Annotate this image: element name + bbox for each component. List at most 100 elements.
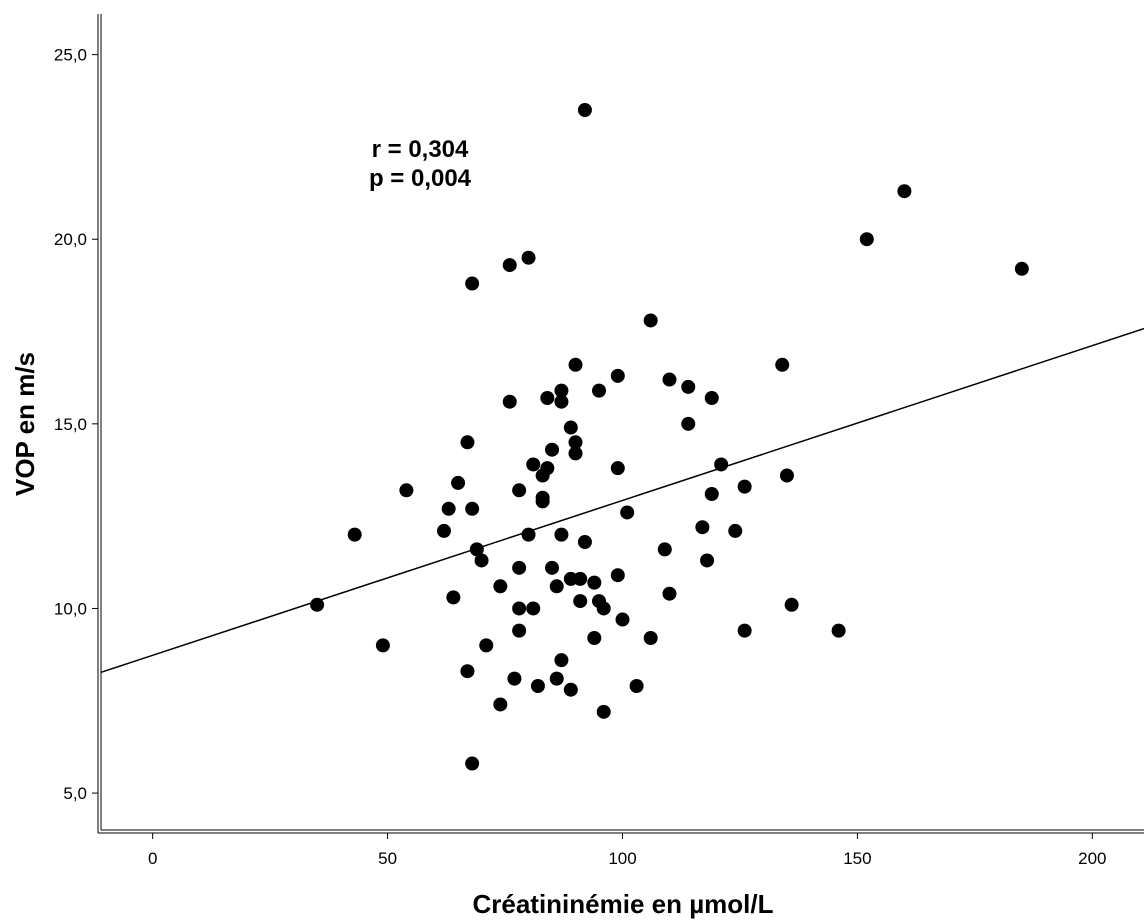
data-point (587, 631, 602, 645)
data-point (643, 313, 658, 328)
data-point (460, 664, 475, 679)
data-point (592, 383, 607, 398)
data-point (554, 653, 569, 668)
data-point (451, 475, 466, 490)
regression-line-group (100, 327, 1144, 674)
y-tick-label: 25,0 (54, 46, 87, 65)
data-point (897, 184, 912, 199)
data-point (465, 756, 480, 771)
data-point (629, 679, 644, 693)
data-point (512, 483, 527, 498)
data-point (704, 487, 719, 501)
data-point (737, 479, 752, 494)
data-point (577, 535, 592, 549)
annotation-p: p = 0,004 (369, 165, 472, 192)
data-point (831, 623, 846, 638)
data-point (573, 571, 588, 586)
data-point (512, 623, 527, 638)
data-point (554, 394, 569, 409)
data-point (549, 579, 564, 594)
data-point (540, 391, 555, 405)
data-point (779, 468, 794, 483)
data-point (521, 527, 536, 542)
data-point (347, 527, 362, 542)
data-point (737, 623, 752, 638)
data-point (596, 704, 611, 719)
data-point (502, 394, 517, 409)
data-point (493, 697, 508, 712)
regression-line (100, 327, 1144, 674)
data-point (610, 568, 625, 583)
data-point (502, 258, 517, 273)
data-point (493, 579, 508, 594)
data-point (657, 542, 672, 557)
data-point (728, 523, 743, 538)
y-axis: 5,0 10,0 15,0 20,0 25,0 (54, 14, 102, 833)
y-tick-label: 15,0 (54, 415, 87, 434)
x-tick-label: 100 (608, 849, 636, 868)
x-tick-label: 150 (843, 849, 871, 868)
data-point (704, 391, 719, 405)
data-point (784, 597, 799, 612)
annotation-r: r = 0,304 (372, 136, 469, 163)
x-axis-title: Créatininémie en µmol/L (472, 889, 773, 919)
data-point (521, 250, 536, 265)
y-tick-label: 5,0 (63, 784, 87, 803)
data-point (465, 501, 480, 516)
data-point (563, 420, 578, 435)
data-point (859, 232, 874, 247)
x-tick-label: 50 (378, 849, 397, 868)
data-point (535, 494, 550, 509)
data-point (554, 383, 569, 398)
data-point (399, 483, 414, 498)
y-tick-label: 10,0 (54, 599, 87, 618)
data-point (554, 527, 569, 542)
data-point (662, 586, 677, 601)
data-point (474, 553, 489, 568)
data-point (681, 416, 696, 431)
x-tick-label: 0 (148, 849, 157, 868)
data-point (545, 442, 560, 457)
data-point (469, 542, 484, 557)
data-point (310, 597, 325, 612)
y-tick-label: 20,0 (54, 230, 87, 249)
y-axis-title: VOP en m/s (10, 352, 40, 496)
data-point (375, 638, 390, 653)
data-point (615, 612, 630, 627)
data-point (465, 276, 480, 291)
data-point (643, 631, 658, 645)
data-point (526, 457, 541, 472)
x-tick-label: 200 (1078, 849, 1106, 868)
data-point (446, 590, 461, 605)
data-point (512, 601, 527, 616)
data-point (700, 553, 715, 568)
data-point (545, 560, 560, 575)
data-point (577, 103, 592, 117)
data-point (568, 435, 583, 450)
x-axis: 0 50 100 150 200 (98, 829, 1144, 868)
data-point (568, 446, 583, 461)
data-point (563, 682, 578, 697)
data-point (568, 357, 583, 372)
data-point (620, 505, 635, 520)
data-point (610, 368, 625, 383)
data-point (512, 560, 527, 575)
data-point (681, 379, 696, 394)
data-point (1014, 261, 1029, 276)
data-point (540, 461, 555, 476)
data-point (530, 679, 545, 693)
data-point (549, 671, 564, 686)
data-point (573, 594, 588, 609)
data-point (507, 671, 522, 686)
data-point (695, 520, 710, 535)
data-point (587, 575, 602, 590)
data-point (441, 501, 456, 516)
data-point (479, 638, 494, 653)
data-point (610, 461, 625, 476)
data-point (526, 601, 541, 616)
data-point (662, 372, 677, 387)
data-point (596, 601, 611, 616)
data-points (310, 103, 1029, 771)
data-point (775, 357, 790, 372)
